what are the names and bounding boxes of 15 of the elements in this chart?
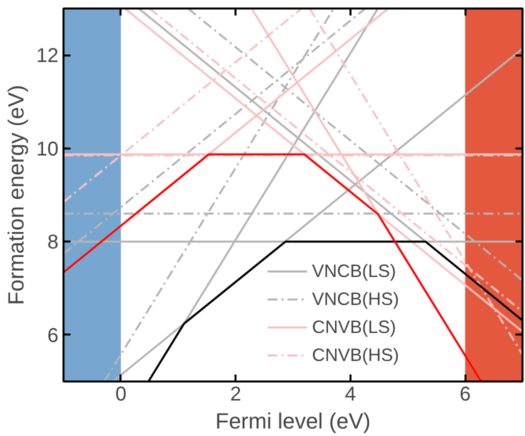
x-tick-label: 4 xyxy=(344,384,356,406)
x-axis-title: Fermi level (eV) xyxy=(215,408,371,434)
x-tick-label: 2 xyxy=(230,384,242,406)
y-tick-label: 6 xyxy=(47,324,58,347)
y-tick-label: 12 xyxy=(36,45,59,68)
y-axis-title: Formation energy (eV) xyxy=(3,84,28,306)
legend-label: CNVB(HS) xyxy=(312,344,400,367)
line-series xyxy=(64,153,482,382)
x-tick-label: 0 xyxy=(115,384,126,406)
legend-label: CNVB(LS) xyxy=(312,316,396,339)
y-tick-label: 10 xyxy=(36,138,59,160)
x-tick-label: 6 xyxy=(460,384,471,406)
y-tick-label: 8 xyxy=(47,232,58,254)
legend-label: VNCB(HS) xyxy=(312,288,400,311)
legend-label: VNCB(LS) xyxy=(312,260,396,283)
